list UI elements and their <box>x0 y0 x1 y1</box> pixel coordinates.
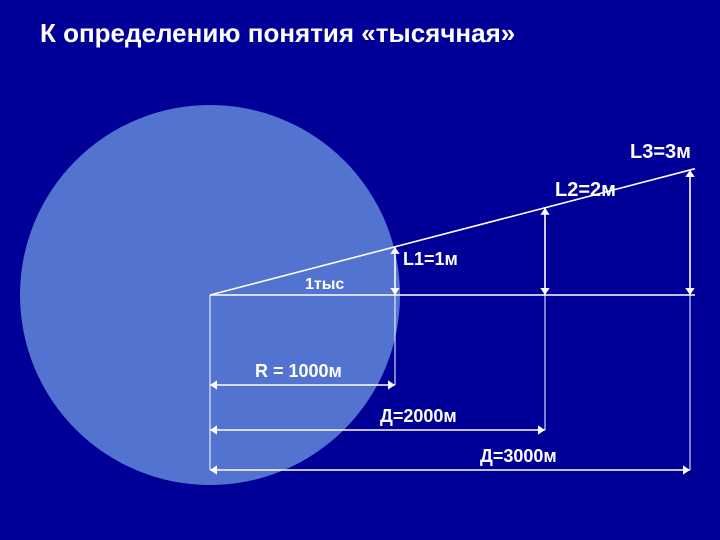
svg-text:L2=2м: L2=2м <box>555 179 616 201</box>
svg-text:R = 1000м: R = 1000м <box>255 361 342 381</box>
svg-text:1тыс: 1тыс <box>305 276 344 293</box>
svg-text:Д=2000м: Д=2000м <box>380 406 457 426</box>
diagram: L3=3м L2=2м L1=1м 1тыс R = 1000м Д=2000м Д=300… <box>0 0 720 540</box>
svg-text:L3=3м: L3=3м <box>630 141 691 163</box>
svg-text:L1=1м: L1=1м <box>403 249 458 269</box>
svg-text:Д=3000м: Д=3000м <box>480 446 557 466</box>
